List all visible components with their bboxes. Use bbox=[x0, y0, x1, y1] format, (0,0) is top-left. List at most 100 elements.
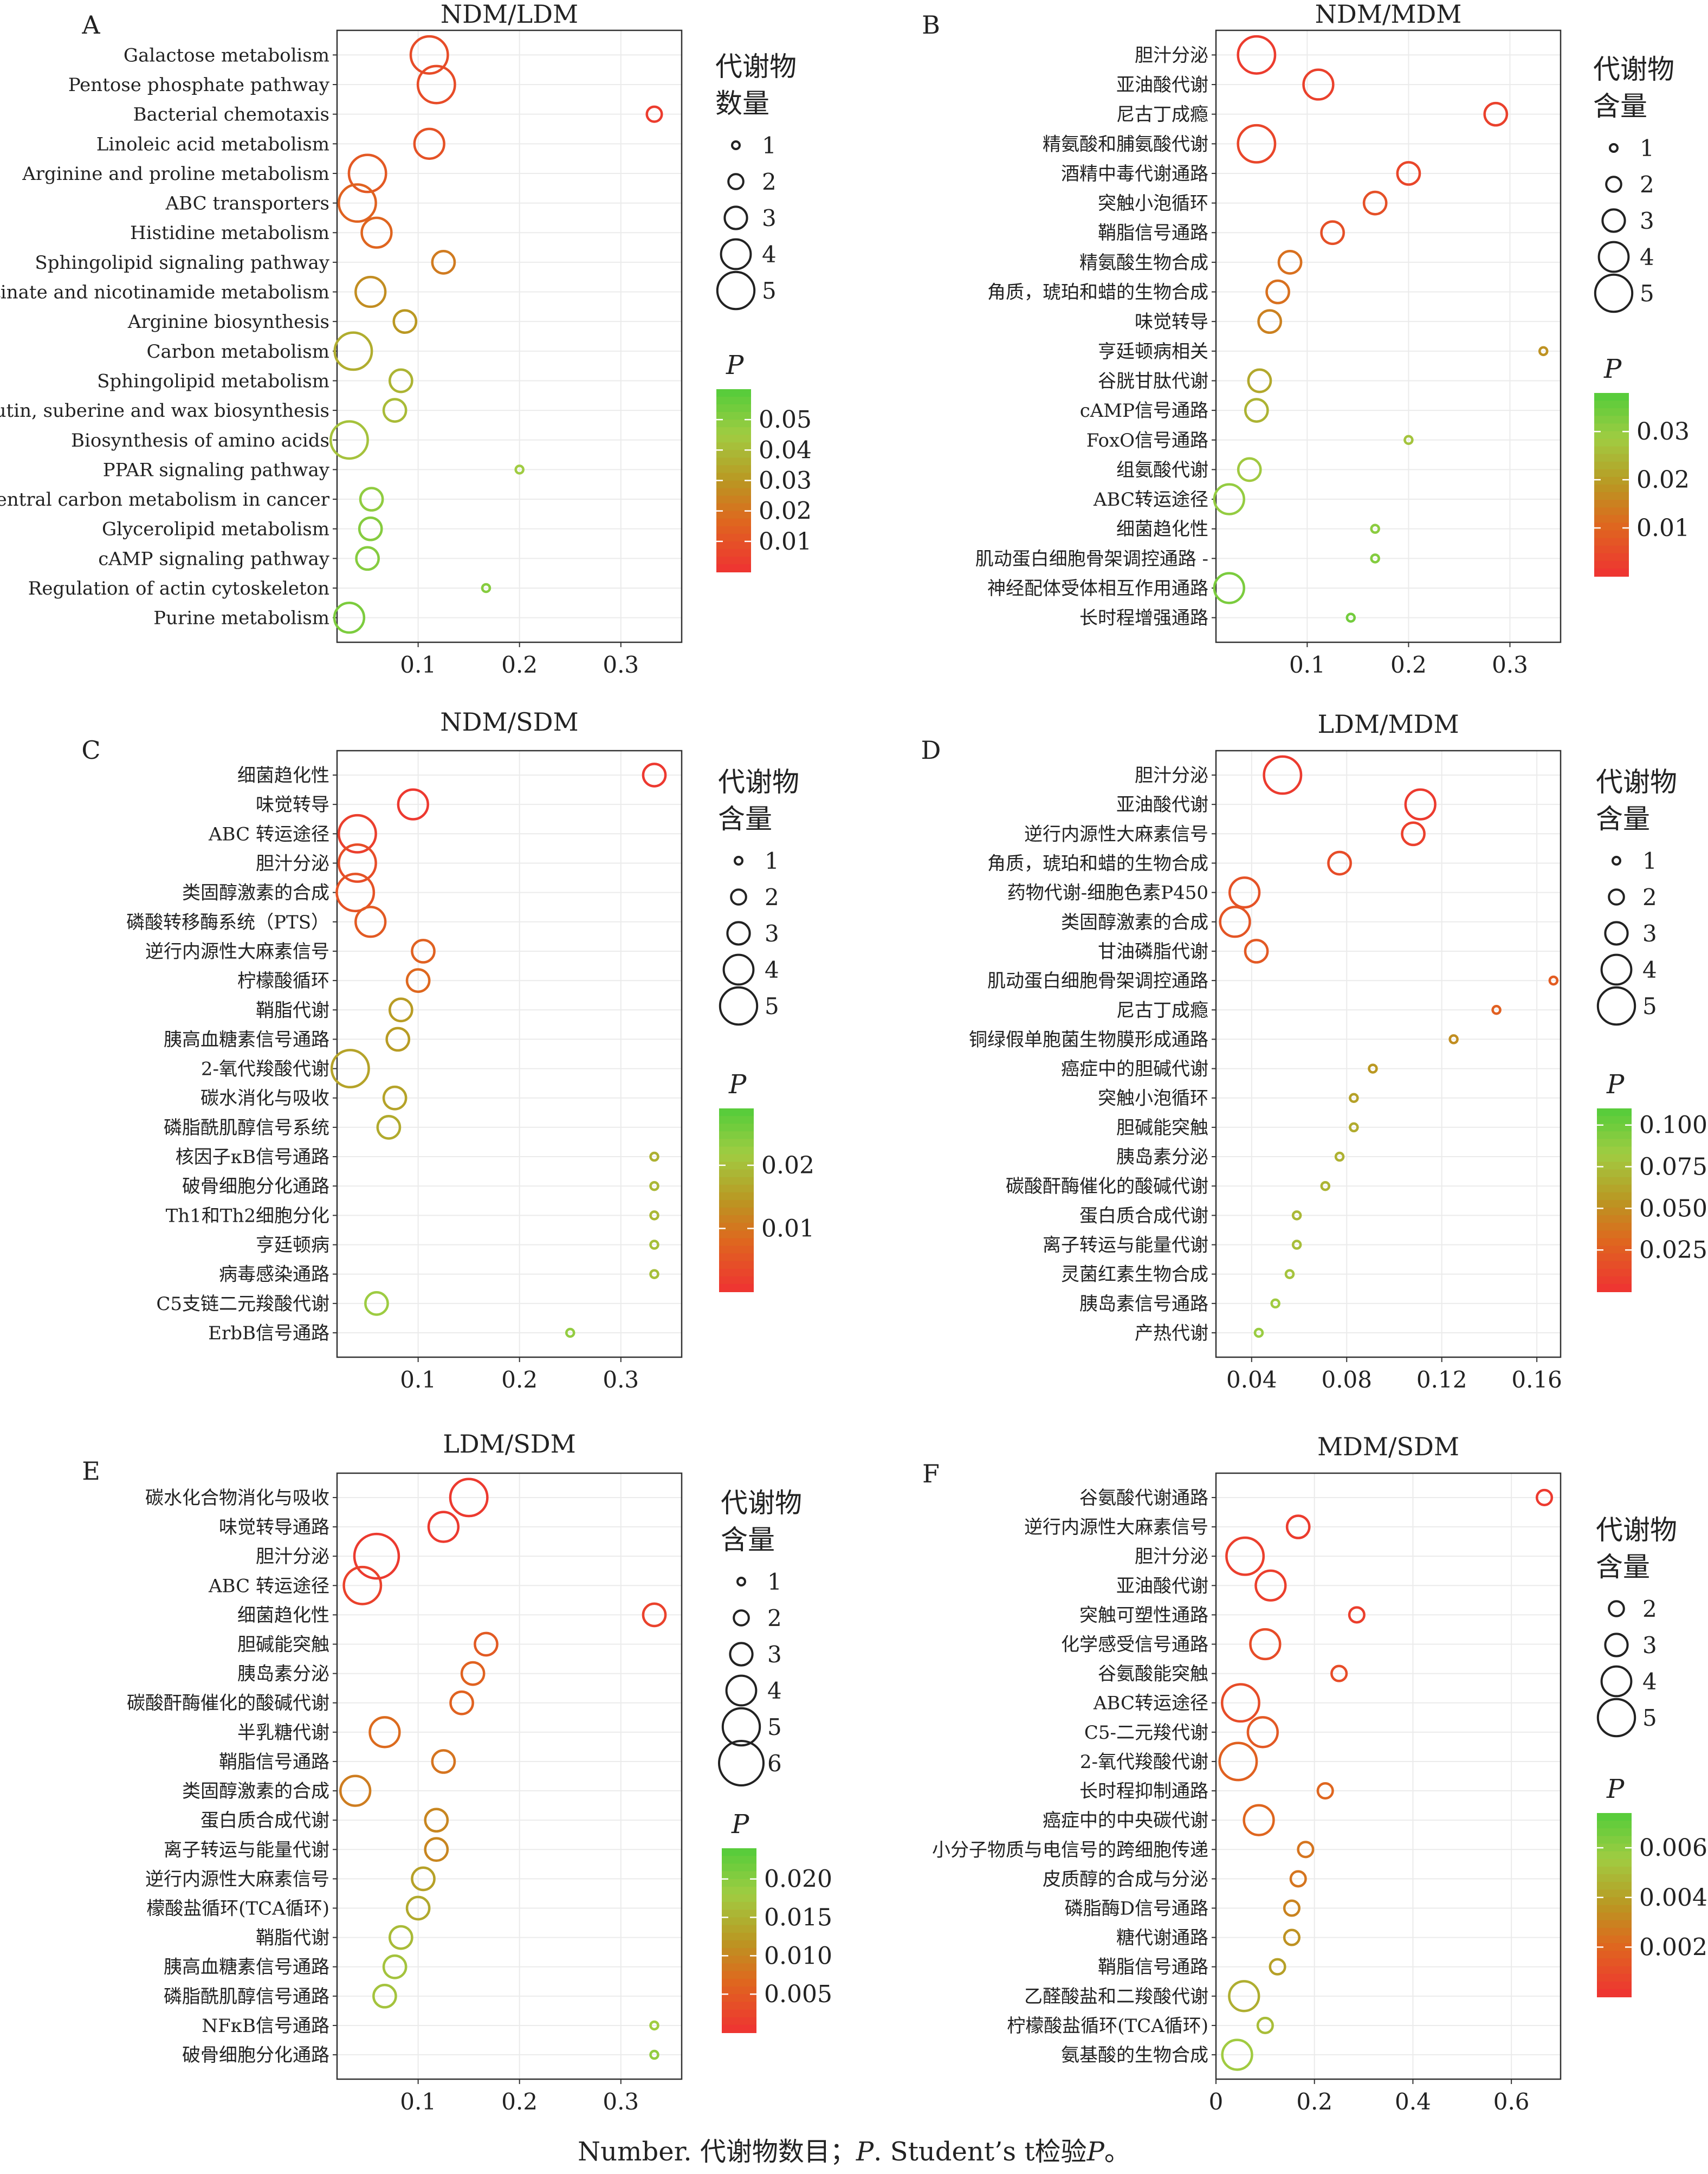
y-tick-label: Purine metabolism bbox=[153, 608, 329, 629]
colorbar-segment bbox=[716, 427, 751, 436]
colorbar-segment bbox=[719, 1116, 754, 1125]
data-point bbox=[416, 64, 456, 105]
colorbar-segment bbox=[719, 1154, 754, 1163]
colorbar-segment bbox=[716, 397, 751, 405]
colorbar-segment bbox=[716, 533, 751, 542]
y-tick-label: 亚油酸代谢 bbox=[1116, 794, 1208, 816]
size-legend-symbol bbox=[726, 921, 751, 946]
colorbar-segment bbox=[722, 1956, 756, 1964]
y-tick-label: 亨廷顿病 bbox=[256, 1235, 329, 1256]
y-tick-label: 胰高血糖素信号通路 bbox=[164, 1957, 329, 1978]
data-point bbox=[411, 939, 436, 964]
size-legend-label: 4 bbox=[765, 957, 779, 983]
data-point bbox=[1345, 612, 1356, 623]
colorbar-segment bbox=[719, 1192, 754, 1201]
x-tick-label: 0.2 bbox=[501, 1366, 538, 1393]
y-tick-label: 离子转运与能量代谢 bbox=[1043, 1235, 1208, 1256]
size-legend-symbol bbox=[731, 140, 741, 150]
colorbar-tick-label: 0.05 bbox=[759, 406, 812, 434]
data-point bbox=[642, 763, 667, 788]
size-legend-symbol bbox=[1608, 1600, 1625, 1617]
colorbar-segment bbox=[722, 1848, 756, 1857]
colorbar-segment bbox=[716, 480, 751, 489]
size-legend-symbol bbox=[1596, 986, 1636, 1026]
size-legend-label: 5 bbox=[762, 278, 777, 304]
y-tick-label: 化学感受信号通路 bbox=[1061, 1634, 1208, 1655]
data-point bbox=[337, 814, 377, 854]
data-point bbox=[339, 1775, 372, 1807]
y-tick-label: 亚油酸代谢 bbox=[1116, 74, 1208, 96]
panel-letter: F bbox=[922, 1459, 940, 1488]
data-point bbox=[1302, 68, 1335, 101]
colorbar-segment bbox=[716, 473, 751, 481]
colorbar-tick-label: 0.010 bbox=[764, 1942, 832, 1970]
x-tick-label: 0.04 bbox=[1226, 1366, 1277, 1393]
size-legend-symbol bbox=[1612, 856, 1621, 866]
colorbar-segment bbox=[719, 1208, 754, 1216]
size-legend-symbol bbox=[1608, 888, 1625, 906]
panel-f: F MDM/SDM 谷氨酸代谢通路逆行内源性大麻素信号胆汁分泌亚油酸代谢突触可塑性通… bbox=[922, 1432, 1707, 2115]
size-legend-label: 4 bbox=[1642, 957, 1657, 983]
colorbar-segment bbox=[1597, 1882, 1632, 1891]
colorbar-segment bbox=[1597, 1200, 1632, 1209]
data-point bbox=[333, 331, 373, 371]
colorbar-segment bbox=[1594, 507, 1629, 516]
y-tick-label: 皮质醇的合成与分泌 bbox=[1043, 1868, 1208, 1890]
y-tick-label: NFκB信号通路 bbox=[202, 2015, 329, 2037]
colorbar-segment bbox=[1597, 1169, 1632, 1178]
y-tick-label: 谷氨酸能突触 bbox=[1098, 1663, 1208, 1685]
colorbar-segment bbox=[719, 1200, 754, 1209]
colorbar-segment bbox=[1594, 568, 1629, 577]
y-tick-label: 磷脂酶D信号通路 bbox=[1065, 1898, 1208, 1920]
data-point bbox=[392, 309, 418, 334]
data-point bbox=[1483, 101, 1509, 127]
colorbar-segment bbox=[1597, 1912, 1632, 1921]
data-point bbox=[409, 35, 449, 75]
y-tick-label: Nicotinate and nicotinamide metabolism bbox=[0, 282, 329, 304]
data-point bbox=[337, 843, 377, 883]
colorbar-segment bbox=[716, 495, 751, 504]
size-legend-label: 5 bbox=[767, 1714, 782, 1740]
size-legend-label: 3 bbox=[1640, 208, 1654, 234]
size-legend-label: 4 bbox=[767, 1678, 782, 1704]
y-tick-label: 糖代谢通路 bbox=[1116, 1927, 1208, 1949]
y-tick-label: 药物代谢-细胞色素P450 bbox=[1007, 882, 1208, 904]
y-tick-label: 尼古丁成瘾 bbox=[1116, 999, 1208, 1021]
data-point bbox=[1330, 1665, 1348, 1682]
data-point bbox=[382, 1954, 407, 1979]
y-tick-label: 磷脂酰肌醇信号通路 bbox=[164, 1986, 329, 2008]
size-legend-label: 5 bbox=[765, 993, 779, 1020]
y-tick-label: Glycerolipid metabolism bbox=[102, 519, 329, 540]
data-point bbox=[1277, 250, 1303, 275]
size-legend-label: 2 bbox=[1640, 171, 1654, 198]
x-tick-label: 0.3 bbox=[603, 651, 639, 678]
size-legend-title: 代谢物 bbox=[1593, 54, 1674, 85]
y-tick-label: C5支链二元羧酸代谢 bbox=[156, 1293, 329, 1315]
colorbar-segment bbox=[719, 1230, 754, 1239]
size-legend-label: 3 bbox=[1642, 920, 1657, 947]
x-tick-label: 0.3 bbox=[603, 1366, 639, 1393]
y-tick-label: Sphingolipid metabolism bbox=[97, 370, 329, 392]
y-tick-label: 类固醇激素的合成 bbox=[182, 882, 329, 904]
colorbar-tick-label: 0.01 bbox=[761, 1215, 814, 1242]
colorbar-segment bbox=[719, 1184, 754, 1193]
colorbar-tick-label: 0.03 bbox=[1636, 418, 1690, 446]
p-legend-title: P bbox=[1606, 1774, 1625, 1804]
x-tick-label: 0.6 bbox=[1493, 2088, 1530, 2115]
colorbar-segment bbox=[1597, 1230, 1632, 1239]
data-point bbox=[354, 906, 387, 938]
y-tick-label: Cutin, suberine and wax biosynthesis bbox=[0, 400, 329, 422]
y-tick-label: FoxO信号通路 bbox=[1086, 430, 1208, 451]
colorbar-segment bbox=[719, 1124, 754, 1132]
y-tick-label: 精氨酸生物合成 bbox=[1079, 252, 1208, 274]
caption-part-number: Number. 代谢物数目； bbox=[578, 2137, 856, 2167]
data-point bbox=[1297, 1841, 1315, 1859]
data-point bbox=[1220, 1683, 1260, 1723]
caption-part-p2: P bbox=[1086, 2137, 1104, 2167]
y-tick-label: 甘油磷脂代谢 bbox=[1098, 941, 1208, 963]
y-tick-label: 谷氨酸代谢通路 bbox=[1079, 1487, 1208, 1509]
data-point bbox=[337, 183, 377, 223]
colorbar-segment bbox=[716, 541, 751, 550]
colorbar-tick-label: 0.005 bbox=[764, 1981, 832, 2008]
colorbar-segment bbox=[1594, 423, 1629, 432]
